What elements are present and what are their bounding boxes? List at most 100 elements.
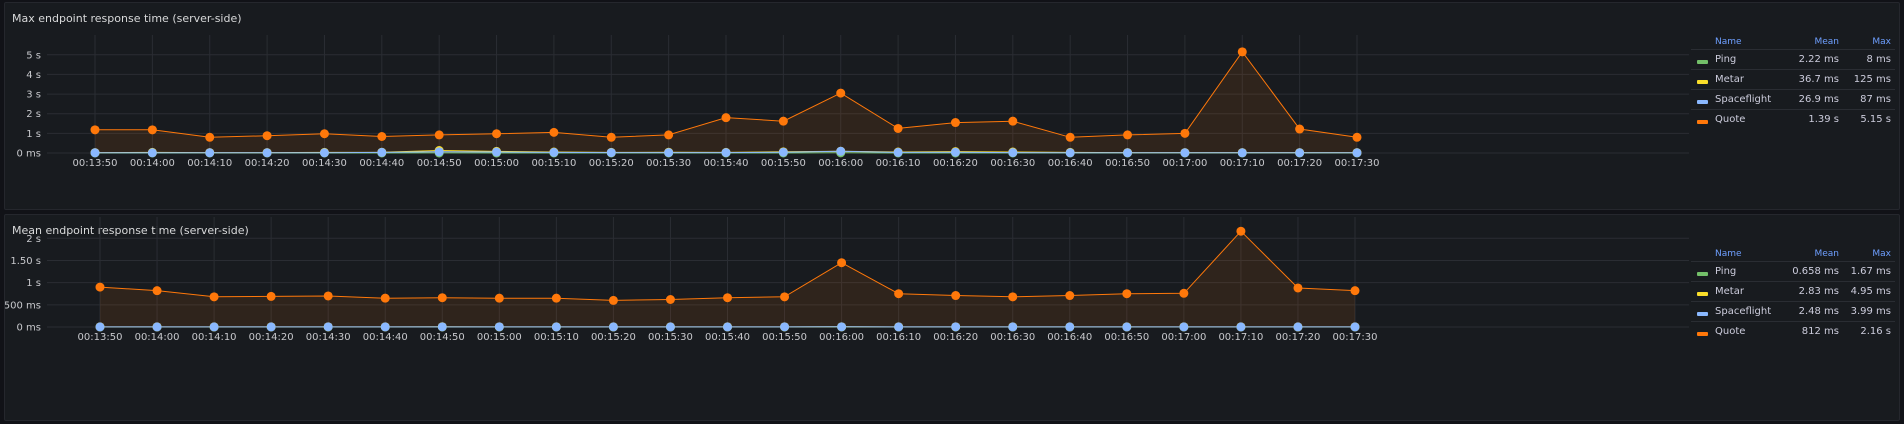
data-point-quote[interactable] xyxy=(95,282,105,292)
data-point-spaceflight[interactable] xyxy=(836,146,846,156)
data-point-spaceflight[interactable] xyxy=(778,147,788,157)
data-point-quote[interactable] xyxy=(90,125,100,135)
data-point-spaceflight[interactable] xyxy=(1179,322,1189,332)
data-point-quote[interactable] xyxy=(262,131,272,141)
data-point-spaceflight[interactable] xyxy=(551,322,561,332)
legend-item-ping[interactable]: Ping 0.658 ms 1.67 ms xyxy=(1691,261,1895,281)
data-point-quote[interactable] xyxy=(837,258,847,268)
legend-item-ping[interactable]: Ping 2.22 ms 8 ms xyxy=(1691,49,1895,69)
data-point-quote[interactable] xyxy=(1008,116,1018,126)
data-point-spaceflight[interactable] xyxy=(147,148,157,158)
legend-item-metar[interactable]: Metar 2.83 ms 4.95 ms xyxy=(1691,281,1895,301)
data-point-spaceflight[interactable] xyxy=(837,322,847,332)
data-point-quote[interactable] xyxy=(951,291,961,301)
data-point-spaceflight[interactable] xyxy=(608,322,618,332)
data-point-spaceflight[interactable] xyxy=(950,147,960,157)
data-point-spaceflight[interactable] xyxy=(893,147,903,157)
legend-header-max[interactable]: Max xyxy=(1872,249,1891,259)
data-point-quote[interactable] xyxy=(1352,132,1362,142)
legend-series-name[interactable]: Quote xyxy=(1691,114,1777,125)
data-point-quote[interactable] xyxy=(1293,283,1303,293)
data-point-quote[interactable] xyxy=(377,132,387,141)
data-point-quote[interactable] xyxy=(778,116,788,126)
data-point-quote[interactable] xyxy=(608,295,618,305)
data-point-quote[interactable] xyxy=(1122,289,1132,299)
data-point-spaceflight[interactable] xyxy=(721,148,731,158)
data-point-quote[interactable] xyxy=(434,130,444,140)
data-point-quote[interactable] xyxy=(323,291,333,301)
data-point-spaceflight[interactable] xyxy=(434,147,444,157)
legend-item-metar[interactable]: Metar 36.7 ms 125 ms xyxy=(1691,69,1895,89)
data-point-spaceflight[interactable] xyxy=(723,322,732,332)
data-point-spaceflight[interactable] xyxy=(1123,148,1133,158)
legend-header-mean[interactable]: Mean xyxy=(1814,249,1839,259)
data-point-quote[interactable] xyxy=(205,132,215,142)
data-point-spaceflight[interactable] xyxy=(1008,148,1018,158)
data-point-quote[interactable] xyxy=(606,132,616,142)
data-point-quote[interactable] xyxy=(1180,128,1190,138)
data-point-quote[interactable] xyxy=(665,295,675,305)
data-point-quote[interactable] xyxy=(950,118,960,128)
data-point-spaceflight[interactable] xyxy=(152,322,162,332)
data-point-spaceflight[interactable] xyxy=(1008,322,1018,332)
data-point-spaceflight[interactable] xyxy=(1180,148,1190,158)
data-point-quote[interactable] xyxy=(1295,124,1305,134)
data-point-quote[interactable] xyxy=(780,292,790,302)
data-point-quote[interactable] xyxy=(551,293,561,303)
data-point-spaceflight[interactable] xyxy=(492,147,502,157)
data-point-spaceflight[interactable] xyxy=(780,322,790,332)
data-point-quote[interactable] xyxy=(1350,286,1360,296)
data-point-quote[interactable] xyxy=(1123,130,1133,140)
data-point-spaceflight[interactable] xyxy=(266,322,276,332)
data-point-quote[interactable] xyxy=(209,292,219,302)
data-point-spaceflight[interactable] xyxy=(1352,148,1362,158)
data-point-quote[interactable] xyxy=(893,123,903,133)
data-point-quote[interactable] xyxy=(664,130,674,140)
legend-item-spaceflight[interactable]: Spaceflight 26.9 ms 87 ms xyxy=(1691,89,1895,109)
data-point-spaceflight[interactable] xyxy=(664,148,674,158)
legend-header-name[interactable]: Name xyxy=(1715,249,1742,259)
legend-header-mean[interactable]: Mean xyxy=(1814,37,1839,47)
legend-series-name[interactable]: Metar xyxy=(1691,286,1777,297)
data-point-quote[interactable] xyxy=(721,113,731,123)
data-point-quote[interactable] xyxy=(492,129,502,139)
data-point-quote[interactable] xyxy=(1008,292,1018,302)
data-point-spaceflight[interactable] xyxy=(606,148,616,158)
data-point-spaceflight[interactable] xyxy=(951,322,961,332)
data-point-quote[interactable] xyxy=(723,293,732,303)
data-point-spaceflight[interactable] xyxy=(209,322,219,332)
data-point-spaceflight[interactable] xyxy=(319,148,329,158)
data-point-spaceflight[interactable] xyxy=(1295,148,1305,158)
data-point-quote[interactable] xyxy=(1179,288,1189,298)
data-point-quote[interactable] xyxy=(437,293,447,303)
data-point-spaceflight[interactable] xyxy=(262,148,272,158)
legend-series-name[interactable]: Metar xyxy=(1691,74,1777,85)
data-point-spaceflight[interactable] xyxy=(494,322,504,332)
data-point-spaceflight[interactable] xyxy=(205,148,215,158)
data-point-quote[interactable] xyxy=(1236,226,1246,236)
data-point-quote[interactable] xyxy=(1065,132,1075,142)
data-point-quote[interactable] xyxy=(380,293,390,303)
data-point-quote[interactable] xyxy=(836,88,846,98)
data-point-spaceflight[interactable] xyxy=(437,322,447,332)
data-point-quote[interactable] xyxy=(549,127,559,137)
data-point-spaceflight[interactable] xyxy=(1237,148,1247,158)
data-point-spaceflight[interactable] xyxy=(549,147,559,157)
data-point-spaceflight[interactable] xyxy=(380,322,390,332)
data-point-spaceflight[interactable] xyxy=(665,322,675,332)
legend-series-name[interactable]: Spaceflight xyxy=(1691,306,1777,317)
data-point-spaceflight[interactable] xyxy=(894,322,904,332)
data-point-spaceflight[interactable] xyxy=(1122,322,1132,332)
legend-series-name[interactable]: Spaceflight xyxy=(1691,94,1777,105)
data-point-quote[interactable] xyxy=(494,293,504,303)
legend-series-name[interactable]: Ping xyxy=(1691,54,1777,65)
data-point-spaceflight[interactable] xyxy=(90,148,100,158)
data-point-spaceflight[interactable] xyxy=(95,322,105,332)
legend-header-max[interactable]: Max xyxy=(1872,37,1891,47)
data-point-spaceflight[interactable] xyxy=(323,322,333,332)
data-point-spaceflight[interactable] xyxy=(1350,322,1360,332)
data-point-spaceflight[interactable] xyxy=(1065,148,1075,158)
data-point-spaceflight[interactable] xyxy=(1065,322,1075,332)
legend-header-name[interactable]: Name xyxy=(1715,37,1742,47)
legend-item-quote[interactable]: Quote 812 ms 2.16 s xyxy=(1691,321,1895,341)
